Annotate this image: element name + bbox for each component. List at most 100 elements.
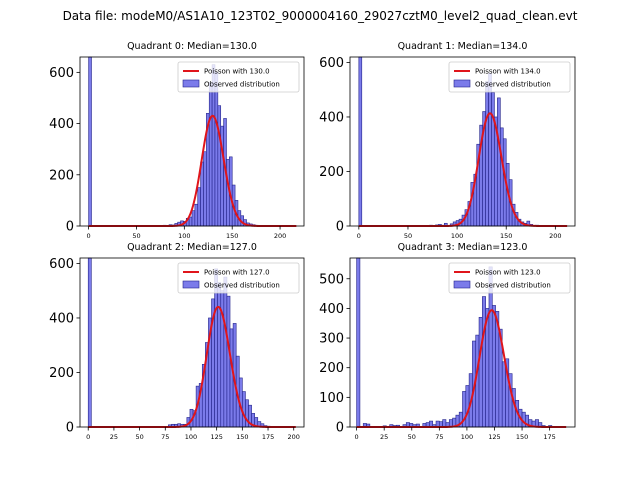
y-tick-label: 0	[336, 220, 344, 235]
y-tick-label: 100	[319, 391, 344, 406]
panel-title: Quadrant 0: Median=130.0	[127, 41, 257, 52]
panel-title: Quadrant 1: Median=134.0	[398, 41, 528, 52]
bar-series-observed	[88, 56, 265, 227]
histogram-bar	[356, 257, 361, 428]
histogram-bar	[501, 361, 506, 428]
bar-series-observed	[87, 257, 271, 428]
y-tick-label: 400	[49, 311, 74, 326]
legend-bar-swatch	[182, 280, 200, 289]
histogram-bar	[214, 72, 219, 227]
legend-label-poisson: Poisson with 134.0	[475, 68, 541, 76]
x-tick-label: 100	[451, 232, 463, 240]
histogram-bar	[491, 92, 495, 227]
histogram-bar	[482, 296, 486, 428]
histogram-bar	[488, 73, 492, 227]
histogram-bar	[87, 257, 92, 428]
x-tick-label: 100	[461, 433, 473, 441]
x-tick-label: 100	[185, 433, 197, 441]
y-tick-label: 300	[319, 332, 344, 347]
x-tick-label: 175	[262, 433, 274, 441]
legend-label-observed: Observed distribution	[475, 282, 551, 290]
histogram-bar	[442, 419, 447, 428]
axes-frame	[79, 56, 305, 227]
legend-box	[177, 61, 300, 93]
histogram-bar	[217, 105, 222, 227]
legend-box	[448, 61, 571, 93]
axes-frame	[349, 257, 576, 428]
legend-bar-swatch	[453, 79, 471, 88]
x-tick-label: 150	[516, 433, 528, 441]
x-tick-label: 50	[132, 232, 140, 240]
legend: Poisson with 123.0 Observed distribution	[448, 262, 571, 294]
legend-label-observed: Observed distribution	[475, 81, 551, 89]
y-tick-label: 0	[336, 421, 344, 436]
x-tick-label: 200	[549, 232, 561, 240]
y-tick-label: 200	[319, 361, 344, 376]
histogram-bar	[191, 210, 196, 227]
histogram-bar	[491, 305, 496, 428]
histogram-bar	[223, 276, 228, 428]
legend-bar-swatch	[182, 79, 200, 88]
histogram-bar	[497, 97, 501, 227]
x-tick-label: 25	[110, 433, 118, 441]
y-tick-label: 200	[49, 366, 74, 381]
legend-label-poisson: Poisson with 130.0	[204, 68, 270, 76]
y-tick-label: 0	[66, 421, 74, 436]
histogram-bar	[242, 391, 246, 428]
histogram-bar	[88, 56, 92, 227]
panels: Quadrant 0: Median=130.0 0 200 400 600 0 50 100…	[49, 41, 576, 441]
histogram-bar	[229, 328, 234, 428]
histogram-bar	[485, 81, 489, 227]
histogram-bar	[217, 282, 222, 428]
legend: Poisson with 127.0 Observed distribution	[177, 262, 300, 294]
histogram-bar	[200, 161, 204, 227]
axes-frame	[349, 56, 576, 227]
histogram-bar	[194, 203, 199, 227]
chart-panel-quadrant-3: Quadrant 3: Median=123.0 0 100 200 300 400 500…	[319, 242, 576, 441]
legend-label-poisson: Poisson with 127.0	[204, 269, 270, 277]
legend-label-observed: Observed distribution	[204, 282, 280, 290]
legend-box	[177, 262, 300, 294]
figure-suptitle: Data file: modeM0/AS1A10_123T02_90000041…	[63, 9, 578, 23]
y-tick-label: 200	[319, 165, 344, 180]
x-tick-label: 100	[178, 232, 190, 240]
y-tick-label: 500	[319, 272, 344, 287]
y-tick-label: 600	[49, 66, 74, 81]
x-tick-label: 0	[87, 232, 91, 240]
y-tick-label: 400	[319, 302, 344, 317]
histogram-bar	[208, 82, 213, 227]
chart-panel-quadrant-0: Quadrant 0: Median=130.0 0 200 400 600 0 50 100…	[49, 41, 305, 240]
legend-label-poisson: Poisson with 123.0	[475, 269, 541, 277]
histogram-bar	[358, 56, 363, 227]
x-tick-label: 0	[86, 433, 90, 441]
panel-title: Quadrant 3: Median=123.0	[398, 242, 528, 253]
y-tick-label: 200	[49, 168, 74, 183]
x-tick-label: 75	[435, 433, 443, 441]
y-tick-label: 400	[49, 117, 74, 132]
chart-panel-quadrant-1: Quadrant 1: Median=134.0 0 200 400 600 0 50 100…	[319, 41, 576, 240]
y-tick-label: 400	[319, 110, 344, 125]
x-tick-label: 200	[274, 232, 286, 240]
x-tick-label: 150	[500, 232, 512, 240]
poisson-fit-line	[88, 114, 297, 227]
x-tick-label: 150	[226, 232, 238, 240]
y-tick-label: 600	[49, 257, 74, 272]
x-tick-label: 75	[161, 433, 169, 441]
histogram-bar	[478, 316, 483, 428]
x-tick-label: 25	[380, 433, 388, 441]
legend-bar-swatch	[453, 280, 471, 289]
x-tick-label: 50	[404, 232, 412, 240]
poisson-fit-line	[358, 112, 568, 227]
histogram-bar	[188, 216, 193, 227]
x-tick-label: 0	[357, 232, 361, 240]
x-tick-label: 125	[210, 433, 222, 441]
chart-panel-quadrant-2: Quadrant 2: Median=127.0 0 200 400 600 0 25 50 7…	[49, 242, 305, 441]
legend: Poisson with 134.0 Observed distribution	[448, 61, 571, 93]
x-tick-label: 125	[488, 433, 500, 441]
x-tick-label: 150	[236, 433, 248, 441]
panel-title: Quadrant 2: Median=127.0	[127, 242, 257, 253]
axes-frame	[79, 257, 305, 428]
x-tick-label: 50	[135, 433, 143, 441]
x-tick-label: 175	[543, 433, 555, 441]
